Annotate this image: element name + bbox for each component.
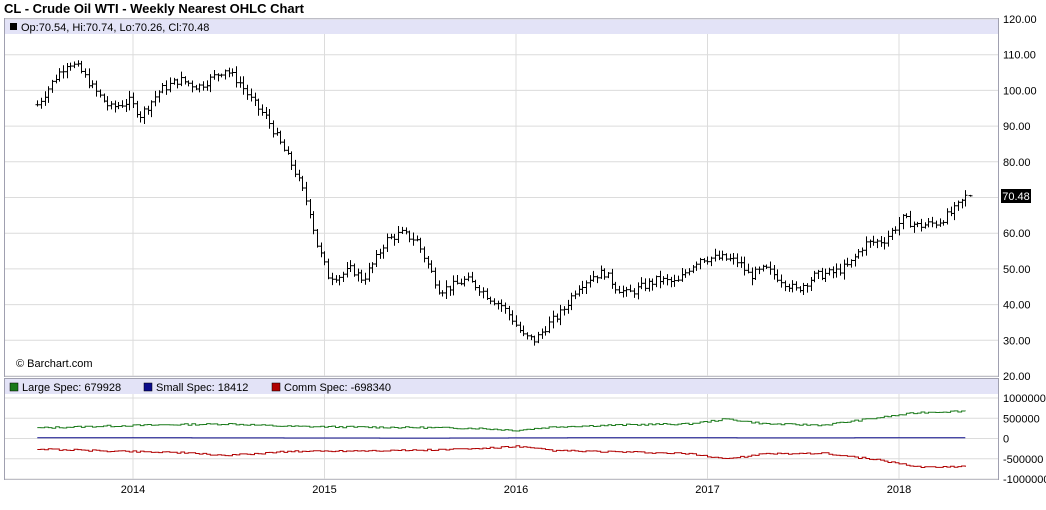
cot-tick-label: 1000000 <box>1003 393 1046 405</box>
last-price-flag: 70.48 <box>1001 189 1031 203</box>
price-tick-label: 90.00 <box>1003 121 1031 133</box>
cot-tick-label: 0 <box>1003 434 1009 446</box>
price-tick-label: 20.00 <box>1003 371 1031 383</box>
last-price-label: 70.48 <box>1002 191 1030 203</box>
x-tick-label: 2017 <box>695 484 719 496</box>
chart-title: CL - Crude Oil WTI - Weekly Nearest OHLC… <box>4 1 305 16</box>
ohlc-readout: Op:70.54, Hi:70.74, Lo:70.26, Cl:70.48 <box>21 22 209 34</box>
cot-legend: Large Spec: 679928 Small Spec: 18412 Comm … <box>10 382 391 394</box>
ohlc-swatch <box>10 23 17 30</box>
price-tick-label: 120.00 <box>1003 14 1037 26</box>
cot-legend-swatch <box>10 383 18 391</box>
cot-axis: 1000000 500000 0 -500000 -1000000 <box>1003 393 1046 486</box>
watermark: © Barchart.com <box>16 358 93 370</box>
x-tick-label: 2018 <box>887 484 911 496</box>
cot-legend-swatch <box>272 383 280 391</box>
cot-legend-band <box>5 379 998 394</box>
cot-tick-label: 500000 <box>1003 413 1040 425</box>
price-tick-label: 30.00 <box>1003 335 1031 347</box>
price-tick-label: 50.00 <box>1003 264 1031 276</box>
x-axis: 2014 2015 2016 2017 2018 <box>121 484 911 496</box>
price-tick-label: 100.00 <box>1003 85 1037 97</box>
price-tick-label: 80.00 <box>1003 157 1031 169</box>
x-tick-label: 2015 <box>312 484 336 496</box>
price-tick-label: 60.00 <box>1003 228 1031 240</box>
x-tick-label: 2016 <box>504 484 528 496</box>
price-tick-label: 40.00 <box>1003 300 1031 312</box>
cot-tick-label: -500000 <box>1003 454 1043 466</box>
cot-legend-label: Large Spec: 679928 <box>22 382 121 394</box>
cot-legend-swatch <box>144 383 152 391</box>
x-tick-label: 2014 <box>121 484 145 496</box>
price-tick-label: 110.00 <box>1003 50 1036 62</box>
cot-legend-label: Small Spec: 18412 <box>156 382 248 394</box>
cot-tick-label: -1000000 <box>1003 474 1046 486</box>
cot-legend-label: Comm Spec: -698340 <box>284 382 391 394</box>
